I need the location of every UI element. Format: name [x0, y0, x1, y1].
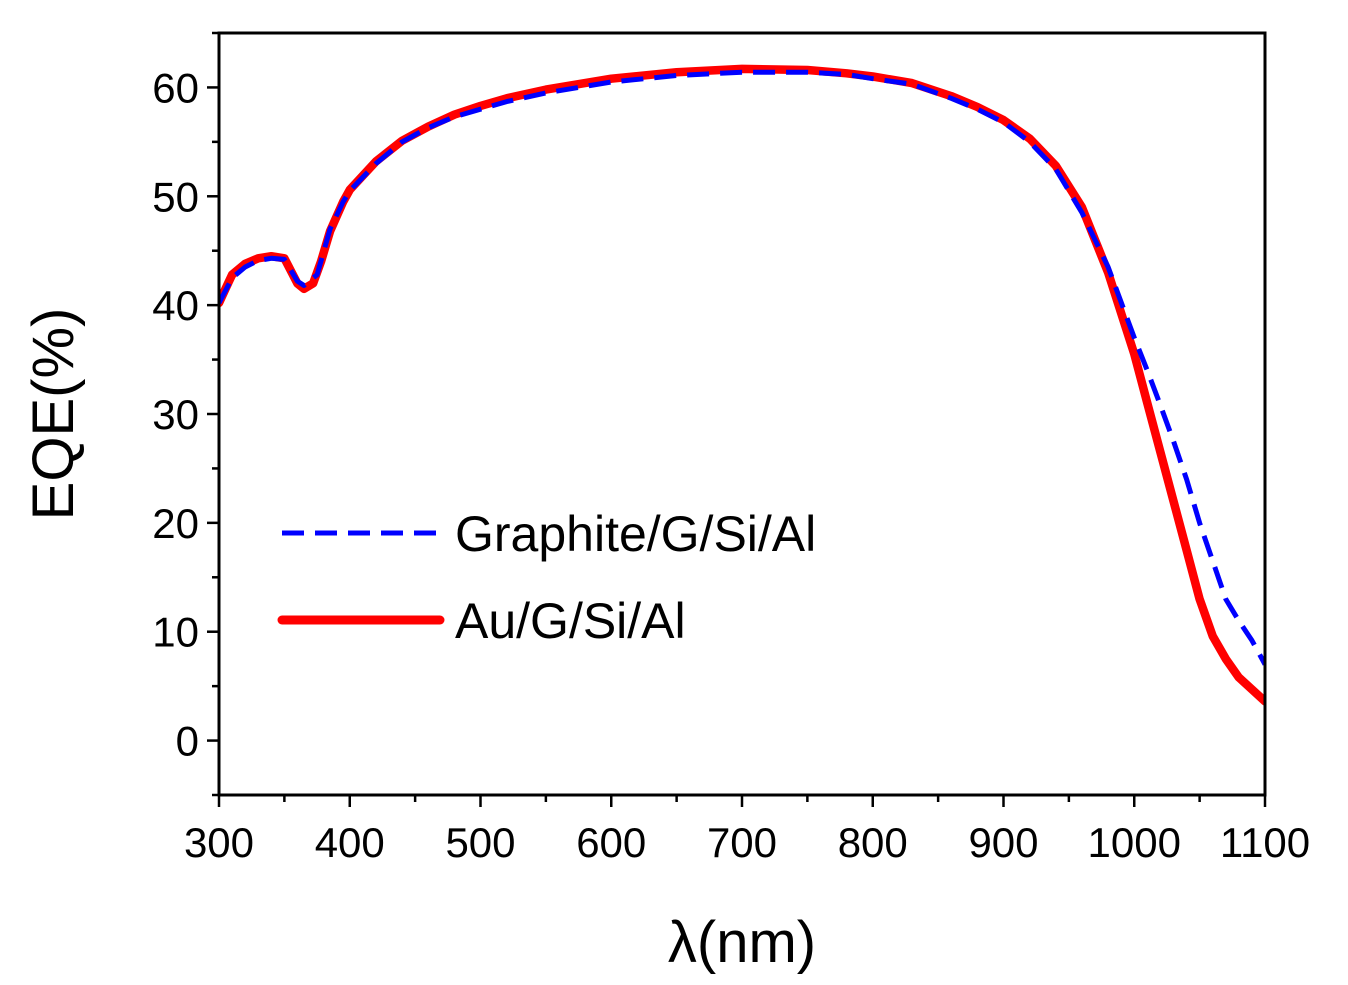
x-axis-title: λ(nm) [668, 910, 816, 975]
x-tick-label: 500 [445, 819, 515, 866]
y-tick-label: 0 [176, 718, 199, 765]
x-tick-label: 1000 [1088, 819, 1181, 866]
y-axis-title: EQE(%) [21, 308, 86, 521]
x-tick-label: 900 [968, 819, 1038, 866]
x-tick-label: 700 [707, 819, 777, 866]
x-tick-label: 1100 [1220, 819, 1310, 866]
y-tick-label: 40 [152, 282, 199, 329]
y-tick-label: 60 [152, 64, 199, 111]
plot-area [219, 64, 1265, 706]
x-tick-label: 400 [315, 819, 385, 866]
plot-frame [217, 31, 1267, 797]
series-line-graphite [219, 69, 1265, 666]
axes: 300 400 500 600 700 800 900 1000 1100 0 10 20 30 40 50… [152, 31, 1310, 866]
x-tick-label: 300 [184, 819, 254, 866]
legend-label-au: Au/G/Si/Al [455, 593, 686, 649]
y-tick-label: 20 [152, 500, 199, 547]
y-tick-label: 10 [152, 609, 199, 656]
y-tick-label: 50 [152, 173, 199, 220]
legend: Graphite/G/Si/Al Au/G/Si/Al [277, 506, 816, 649]
x-tick-label: 600 [576, 819, 646, 866]
legend-label-graphite: Graphite/G/Si/Al [455, 506, 816, 562]
x-tick-label: 800 [838, 819, 908, 866]
y-tick-label: 30 [152, 391, 199, 438]
